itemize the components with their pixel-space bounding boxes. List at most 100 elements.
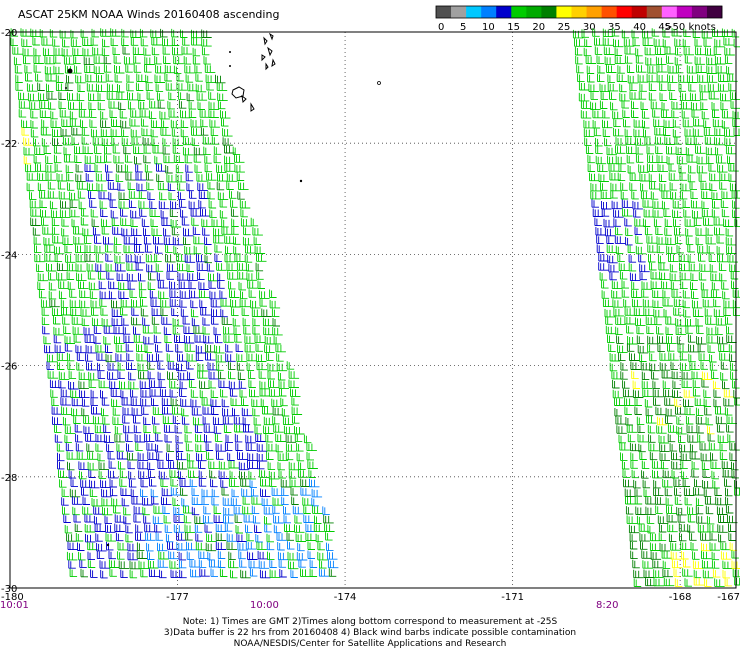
- wind-barb: [241, 407, 253, 417]
- wind-barb: [148, 568, 160, 578]
- wind-barb: [145, 532, 156, 541]
- wind-barb: [148, 379, 160, 388]
- wind-barb: [139, 109, 151, 118]
- wind-barb: [180, 29, 188, 38]
- wind-barb: [82, 145, 94, 154]
- wind-barb: [724, 47, 735, 56]
- wind-barb: [609, 172, 620, 181]
- wind-barb: [208, 272, 219, 282]
- wind-barb: [75, 344, 86, 354]
- wind-barb: [97, 101, 106, 111]
- wind-barb: [101, 226, 110, 235]
- wind-barb: [624, 217, 632, 227]
- wind-barb: [172, 145, 181, 154]
- wind-barb: [247, 280, 258, 289]
- wind-barb: [209, 119, 220, 128]
- wind-barb: [602, 119, 613, 129]
- wind-barb: [143, 335, 154, 345]
- wind-barb: [117, 370, 125, 380]
- legend-label: 35: [608, 22, 621, 33]
- wind-barb: [652, 299, 663, 309]
- wind-barb: [611, 280, 623, 290]
- wind-barb: [602, 37, 614, 46]
- wind-barb: [66, 551, 78, 561]
- wind-barb: [41, 307, 50, 316]
- wind-barb: [204, 245, 212, 254]
- wind-barb: [696, 336, 707, 345]
- wind-barb: [175, 173, 187, 183]
- wind-barb: [55, 74, 64, 83]
- wind-barb: [618, 262, 630, 272]
- wind-barb: [90, 128, 102, 138]
- wind-barb: [303, 434, 312, 444]
- wind-barb: [280, 397, 288, 407]
- wind-barb: [231, 218, 239, 227]
- lon-tick-label: -177: [166, 592, 189, 603]
- lon-tick-label: -171: [501, 592, 524, 603]
- wind-barb: [614, 55, 626, 65]
- wind-barb: [714, 127, 725, 137]
- wind-barb: [325, 532, 333, 541]
- wind-barb: [621, 289, 630, 298]
- wind-barb: [252, 515, 261, 524]
- wind-barb: [645, 506, 656, 516]
- wind-barb: [185, 74, 194, 83]
- wind-barb: [683, 398, 694, 408]
- wind-barb: [718, 73, 729, 82]
- wind-barb: [87, 451, 98, 460]
- wind-barb: [572, 29, 584, 39]
- wind-barb: [641, 371, 650, 381]
- wind-barb: [149, 478, 157, 487]
- wind-barb: [97, 271, 106, 280]
- wind-barb: [668, 172, 680, 181]
- wind-barb: [144, 344, 152, 353]
- wind-barb: [694, 56, 706, 65]
- wind-barb: [584, 137, 592, 146]
- wind-barb: [723, 299, 734, 309]
- wind-barb: [686, 74, 698, 83]
- wind-barb: [682, 299, 691, 309]
- wind-barb: [728, 344, 737, 353]
- wind-barb: [85, 353, 93, 362]
- wind-barb: [163, 154, 174, 164]
- wind-barb: [645, 577, 656, 587]
- wind-barb: [82, 37, 93, 46]
- wind-barb: [725, 316, 733, 325]
- wind-barb: [622, 469, 630, 478]
- wind-barb: [700, 532, 711, 541]
- wind-barb: [24, 64, 32, 74]
- wind-barb: [657, 335, 668, 344]
- wind-barb: [37, 272, 49, 282]
- wind-barb: [229, 289, 240, 298]
- wind-barb: [649, 352, 657, 362]
- wind-barb: [190, 398, 201, 408]
- wind-barb: [155, 263, 164, 272]
- wind-barb: [663, 308, 671, 318]
- wind-barb: [39, 100, 50, 109]
- wind-barb: [715, 146, 723, 156]
- wind-barb: [52, 235, 63, 244]
- wind-barb: [114, 65, 125, 74]
- wind-barb: [156, 92, 165, 101]
- wind-barb: [217, 280, 225, 289]
- wind-barb: [317, 551, 328, 561]
- wind-barb: [218, 379, 229, 389]
- wind-barb: [60, 200, 71, 209]
- wind-barb: [657, 163, 668, 173]
- wind-barb: [280, 479, 292, 488]
- wind-barb: [685, 416, 694, 425]
- wind-barb: [147, 361, 155, 370]
- wind-barb: [103, 434, 115, 443]
- wind-barb: [711, 281, 720, 291]
- wind-barb: [85, 344, 97, 354]
- wind-barb: [23, 137, 34, 146]
- wind-barb: [45, 73, 56, 82]
- wind-barb: [245, 442, 257, 451]
- wind-barb: [652, 209, 663, 218]
- wind-barb: [136, 343, 147, 353]
- wind-barb: [116, 272, 128, 282]
- wind-barb: [135, 532, 146, 541]
- wind-barb: [180, 119, 189, 128]
- wind-barb: [300, 487, 311, 496]
- wind-barb: [602, 298, 614, 308]
